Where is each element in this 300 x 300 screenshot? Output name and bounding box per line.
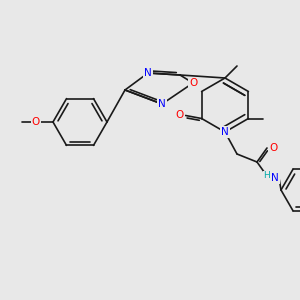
Text: N: N: [271, 173, 279, 183]
Text: H: H: [264, 172, 270, 181]
Text: N: N: [158, 99, 166, 109]
Text: O: O: [176, 110, 184, 121]
Text: O: O: [189, 78, 197, 88]
Text: O: O: [269, 143, 277, 153]
Text: N: N: [144, 68, 152, 78]
Text: N: N: [221, 127, 229, 137]
Text: O: O: [32, 117, 40, 127]
